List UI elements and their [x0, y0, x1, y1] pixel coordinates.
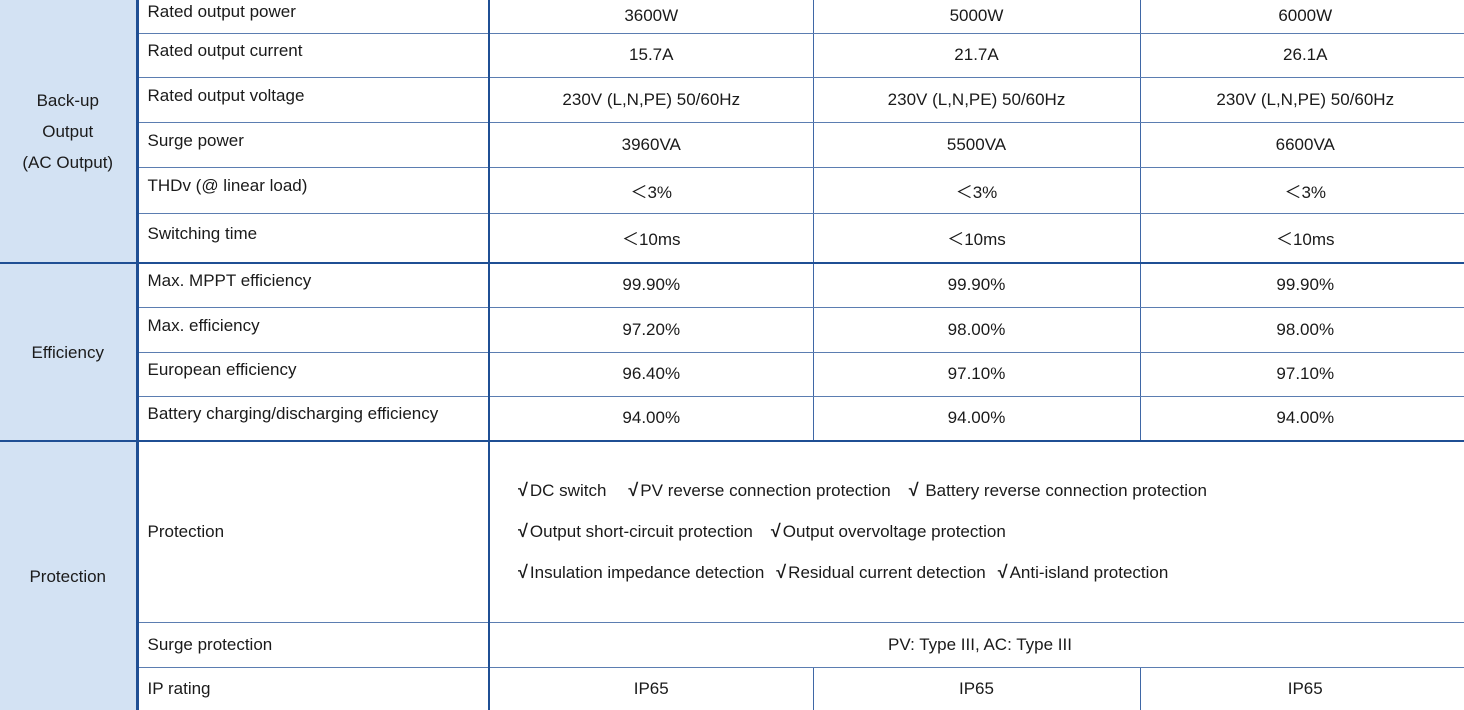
value-cell: 98.00% — [1140, 307, 1464, 353]
value-cell: 6600VA — [1140, 122, 1464, 168]
protection-features: √ DC switch √ PV reverse connection protect… — [489, 441, 1464, 623]
value-cell: IP65 — [813, 667, 1141, 710]
value-cell: IP65 — [489, 667, 814, 710]
table-row: Rated output voltage 230V (L,N,PE) 50/60… — [0, 77, 1464, 123]
value-cell: 6000W — [1140, 0, 1464, 34]
table-row: IP rating IP65 IP65 IP65 — [0, 667, 1464, 710]
row-label: Switching time — [137, 213, 490, 264]
row-label: Max. efficiency — [137, 307, 490, 353]
table-row: Battery charging/discharging efficiency … — [0, 396, 1464, 442]
table-row: Back-up Output (AC Output) Rated output … — [0, 0, 1464, 264]
protection-item: Residual current detection — [788, 563, 986, 583]
value-cell: 94.00% — [813, 396, 1141, 442]
value-cell: 96.40% — [489, 352, 814, 397]
table-row: Protection Protection √ DC switch √ PV reve… — [0, 441, 1464, 710]
row-label: Protection — [137, 441, 490, 623]
check-icon: √ — [997, 562, 1008, 583]
check-icon: √ — [770, 521, 781, 542]
value-cell: ＜10ms — [1140, 213, 1464, 264]
value-cell: ＜3% — [813, 167, 1141, 214]
value-cell: 3960VA — [489, 122, 814, 168]
value-cell: 230V (L,N,PE) 50/60Hz — [1140, 77, 1464, 123]
row-label: Rated output current — [137, 33, 490, 78]
table-row: Efficiency Max. MPPT efficiency 99.90% 9… — [0, 263, 1464, 442]
category-label-line: Output — [42, 121, 94, 141]
value-cell: 97.10% — [1140, 352, 1464, 397]
protection-item: Output overvoltage protection — [782, 522, 1006, 542]
protection-item: Anti-island protection — [1009, 563, 1169, 583]
row-label: European efficiency — [137, 352, 490, 397]
row-label: IP rating — [137, 667, 490, 710]
check-icon: √ — [518, 480, 528, 501]
table-row: Max. efficiency 97.20% 98.00% 98.00% — [0, 307, 1464, 353]
row-label: Max. MPPT efficiency — [137, 263, 490, 308]
value-cell: 98.00% — [813, 307, 1141, 353]
value-cell: ＜10ms — [489, 213, 814, 264]
table-row: THDv (@ linear load) ＜3% ＜3% ＜3% — [0, 167, 1464, 214]
check-icon: √ — [518, 562, 528, 583]
category-label-line: (AC Output) — [22, 152, 114, 172]
protection-item: DC switch — [529, 481, 607, 501]
value-cell: ＜3% — [489, 167, 814, 214]
row-label: Surge power — [137, 122, 490, 168]
value-cell: 21.7A — [813, 33, 1141, 78]
table-row: Rated output current 15.7A 21.7A 26.1A — [0, 33, 1464, 78]
value-cell: 99.90% — [489, 263, 814, 308]
row-label: Battery charging/discharging efficiency — [137, 396, 490, 442]
value-cell: 3600W — [489, 0, 814, 34]
row-label: Rated output power — [137, 0, 490, 34]
surge-protection-value: PV: Type III, AC: Type III — [489, 622, 1464, 668]
category-backup-output: Back-up Output (AC Output) — [0, 0, 139, 264]
check-icon: √ — [518, 521, 528, 542]
protection-line: √ Insulation impedance detection √ Residual… — [518, 552, 1464, 593]
value-cell: 5500VA — [813, 122, 1141, 168]
protection-item: Output short-circuit protection — [529, 522, 753, 542]
protection-item: Insulation impedance detection — [529, 563, 765, 583]
category-protection: Protection — [0, 441, 139, 710]
value-cell: 99.90% — [1140, 263, 1464, 308]
value-cell: 97.10% — [813, 352, 1141, 397]
value-cell: 230V (L,N,PE) 50/60Hz — [813, 77, 1141, 123]
category-label-line: Back-up — [36, 90, 99, 110]
value-cell: 99.90% — [813, 263, 1141, 308]
protection-item: Battery reverse connection protection — [920, 481, 1207, 501]
protection-line: √ DC switch √ PV reverse connection protect… — [518, 470, 1464, 511]
value-cell: 26.1A — [1140, 33, 1464, 78]
value-cell: 97.20% — [489, 307, 814, 353]
table-row: Surge protection PV: Type III, AC: Type … — [0, 622, 1464, 668]
value-cell: 230V (L,N,PE) 50/60Hz — [489, 77, 814, 123]
value-cell: 5000W — [813, 0, 1141, 34]
value-cell: ＜3% — [1140, 167, 1464, 214]
check-icon: √ — [908, 480, 919, 501]
value-cell: IP65 — [1287, 678, 1323, 698]
check-icon: √ — [776, 562, 787, 583]
row-label: Rated output voltage — [137, 77, 490, 123]
value-cell: ＜10ms — [813, 213, 1141, 264]
value-cell: 94.00% — [489, 396, 814, 442]
category-efficiency: Efficiency — [0, 263, 139, 442]
protection-line: √ Output short-circuit protection √ Output … — [518, 511, 1464, 552]
table-row: Switching time ＜10ms ＜10ms ＜10ms — [0, 213, 1464, 264]
protection-item: PV reverse connection protection — [640, 481, 891, 501]
value-cell: 94.00% — [1140, 396, 1464, 442]
value-cell: 15.7A — [489, 33, 814, 78]
row-label: Surge protection — [137, 622, 490, 668]
check-icon: √ — [628, 480, 639, 501]
table-row: Surge power 3960VA 5500VA 6600VA — [0, 122, 1464, 168]
table-row: European efficiency 96.40% 97.10% 97.10% — [0, 352, 1464, 397]
row-label: THDv (@ linear load) — [137, 167, 490, 214]
